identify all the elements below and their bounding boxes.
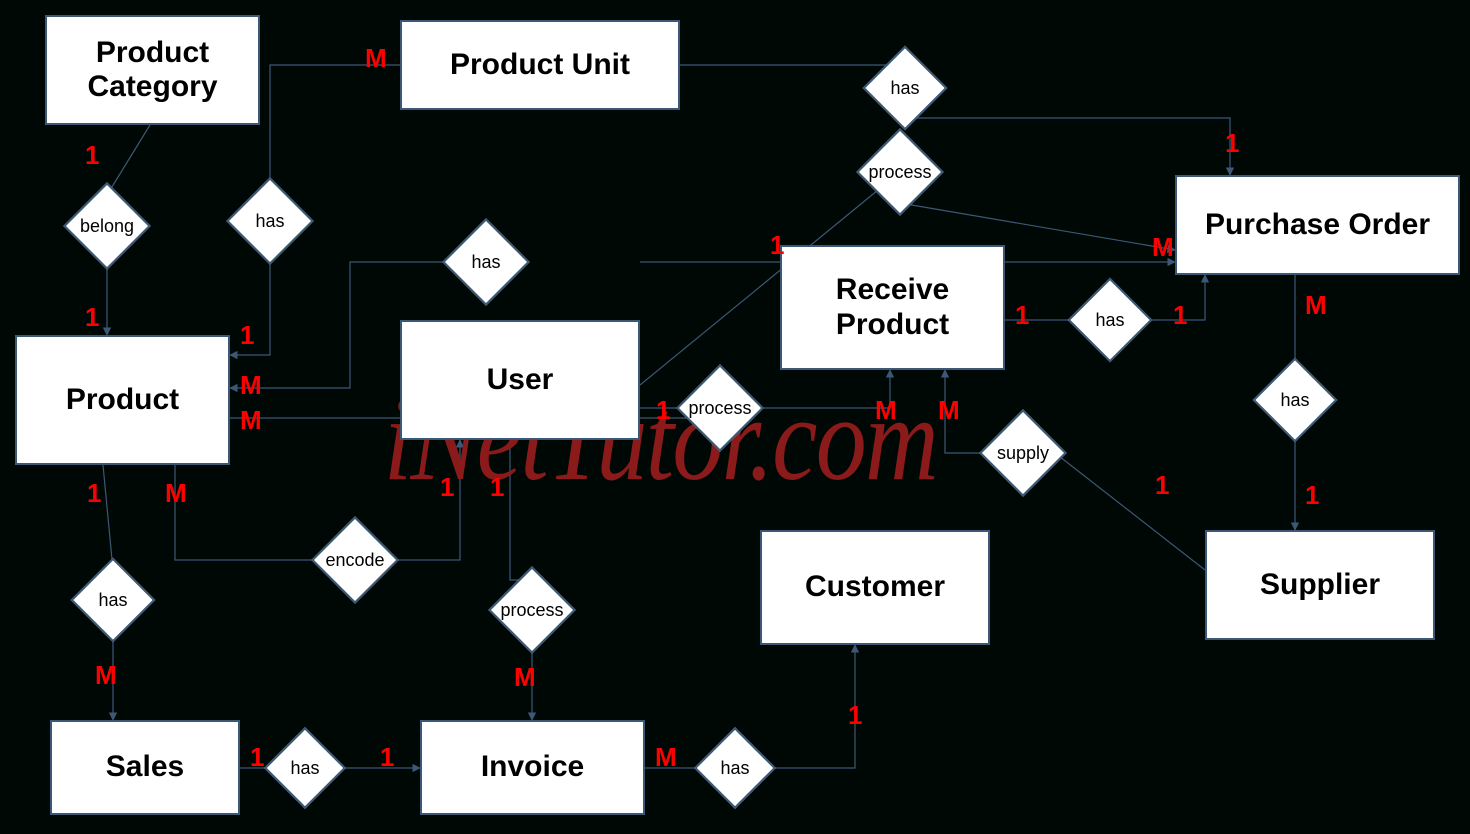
cardinality-label: 1 — [250, 742, 264, 773]
cardinality-label: M — [514, 662, 536, 693]
entity-invoice: Invoice — [420, 720, 645, 815]
relationship-label: belong — [78, 197, 136, 255]
edge — [107, 125, 150, 195]
relationship-label: process — [871, 143, 929, 201]
relationship-has-sales: has — [71, 558, 156, 643]
entity-product: Product — [15, 335, 230, 465]
relationship-label: process — [691, 379, 749, 437]
cardinality-label: 1 — [85, 140, 99, 171]
relationship-process3: process — [488, 566, 576, 654]
relationship-has1: has — [226, 177, 314, 265]
cardinality-label: M — [165, 478, 187, 509]
cardinality-label: M — [95, 660, 117, 691]
cardinality-label: 1 — [87, 478, 101, 509]
cardinality-label: 1 — [85, 302, 99, 333]
entity-sales: Sales — [50, 720, 240, 815]
relationship-label: has — [877, 60, 933, 116]
relationship-label: has — [1267, 372, 1323, 428]
relationship-label: has — [278, 741, 332, 795]
cardinality-label: M — [1305, 290, 1327, 321]
entity-receive-product: ReceiveProduct — [780, 245, 1005, 370]
entity-customer: Customer — [760, 530, 990, 645]
cardinality-label: M — [875, 395, 897, 426]
edge — [680, 60, 905, 65]
relationship-has-sup: has — [1253, 358, 1338, 443]
edge — [764, 645, 855, 768]
relationship-has-po: has — [863, 46, 948, 131]
cardinality-label: 1 — [440, 472, 454, 503]
cardinality-label: M — [938, 395, 960, 426]
entity-user: User — [400, 320, 640, 440]
cardinality-label: 1 — [1305, 480, 1319, 511]
edge — [900, 203, 1175, 250]
edge — [103, 465, 113, 570]
cardinality-label: 1 — [656, 395, 670, 426]
relationship-process1: process — [856, 128, 944, 216]
relationship-label: has — [1082, 292, 1138, 348]
entity-purchase-order: Purchase Order — [1175, 175, 1460, 275]
cardinality-label: 1 — [1173, 300, 1187, 331]
relationship-has-rp: has — [1068, 278, 1153, 363]
cardinality-label: M — [1152, 232, 1174, 263]
relationship-has-cust: has — [694, 727, 776, 809]
edge — [510, 440, 532, 580]
relationship-label: process — [503, 581, 561, 639]
relationship-process2: process — [676, 364, 764, 452]
entity-product-unit: Product Unit — [400, 20, 680, 110]
er-diagram-canvas: iNetTutor.com ProductCategoryProduct Uni… — [0, 0, 1470, 834]
cardinality-label: 1 — [848, 700, 862, 731]
relationship-has2: has — [442, 218, 530, 306]
cardinality-label: 1 — [1155, 470, 1169, 501]
cardinality-label: 1 — [770, 230, 784, 261]
cardinality-label: M — [240, 370, 262, 401]
edge — [175, 465, 324, 560]
cardinality-label: 1 — [490, 472, 504, 503]
relationship-has-inv: has — [264, 727, 346, 809]
entity-supplier: Supplier — [1205, 530, 1435, 640]
relationship-supply: supply — [979, 409, 1067, 497]
relationship-label: supply — [994, 424, 1052, 482]
relationship-encode: encode — [311, 516, 399, 604]
relationship-label: has — [457, 233, 515, 291]
edge — [270, 65, 400, 190]
relationship-label: has — [708, 741, 762, 795]
cardinality-label: M — [655, 742, 677, 773]
edge — [905, 118, 1230, 175]
entity-product-category: ProductCategory — [45, 15, 260, 125]
cardinality-label: 1 — [240, 320, 254, 351]
edge — [751, 370, 890, 408]
relationship-label: has — [85, 572, 141, 628]
relationship-belong: belong — [63, 182, 151, 270]
cardinality-label: M — [365, 43, 387, 74]
relationship-label: has — [241, 192, 299, 250]
cardinality-label: 1 — [380, 742, 394, 773]
relationship-label: encode — [326, 531, 384, 589]
edge — [1055, 453, 1205, 570]
cardinality-label: 1 — [1225, 128, 1239, 159]
cardinality-label: M — [240, 405, 262, 436]
cardinality-label: 1 — [1015, 300, 1029, 331]
